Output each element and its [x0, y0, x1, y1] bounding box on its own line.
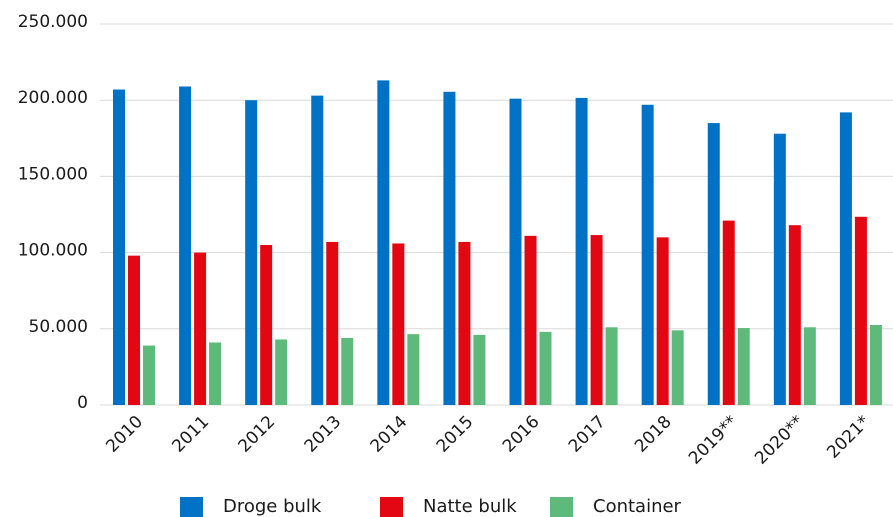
bar [341, 337, 354, 405]
y-tick-label: 150.000 [18, 164, 88, 184]
bar [407, 334, 420, 405]
y-tick-label: 50.000 [29, 317, 88, 337]
bar [590, 235, 603, 405]
x-tick-label: 2013 [301, 412, 346, 457]
legend-label: Container [593, 496, 682, 517]
bar [473, 334, 486, 405]
bar [179, 86, 192, 405]
y-tick-label: 100.000 [18, 241, 88, 261]
legend-swatch [550, 497, 573, 517]
bar [113, 89, 125, 406]
legend-label: Natte bulk [423, 496, 517, 517]
x-tick-label: 2010 [102, 412, 147, 457]
bar [458, 241, 471, 405]
bar [788, 225, 801, 405]
bar [869, 324, 882, 405]
x-tick-label: 2019** [685, 412, 742, 469]
x-tick-label: 2015 [433, 412, 478, 457]
x-tick-label: 2016 [499, 412, 544, 457]
bar [443, 91, 456, 406]
bar [509, 98, 522, 406]
bar [722, 220, 735, 405]
bar [260, 244, 273, 405]
bar [245, 100, 258, 405]
bar [311, 95, 324, 406]
x-tick-label: 2014 [367, 412, 412, 457]
legend-swatch [380, 497, 403, 517]
x-tick-label: 2012 [235, 412, 280, 457]
bar [209, 342, 222, 405]
bar [737, 328, 750, 405]
x-tick-label: 2011 [168, 412, 213, 457]
bar [194, 252, 207, 405]
bar [773, 133, 786, 405]
bar [854, 216, 867, 405]
y-tick-label: 250.000 [18, 12, 88, 32]
legend-swatch [180, 497, 203, 517]
bar [839, 112, 852, 405]
x-tick-label: 2021* [823, 412, 874, 463]
x-tick-label: 2018 [631, 412, 676, 457]
y-tick-label: 0 [77, 393, 88, 413]
bar [656, 237, 669, 405]
bar [275, 339, 288, 405]
bar [143, 345, 155, 405]
bar [707, 123, 720, 405]
bar [803, 327, 816, 405]
bar [575, 97, 588, 405]
bar [605, 327, 618, 405]
y-tick-label: 200.000 [18, 88, 88, 108]
bar [524, 235, 537, 405]
bar [392, 243, 405, 405]
legend-label: Droge bulk [223, 496, 322, 517]
x-tick-label: 2020** [751, 412, 808, 469]
bar [377, 80, 390, 405]
bar [326, 241, 339, 405]
bar [641, 104, 654, 405]
bar [128, 255, 140, 405]
bar [671, 330, 684, 405]
bar [539, 331, 552, 405]
x-tick-label: 2017 [565, 412, 610, 457]
